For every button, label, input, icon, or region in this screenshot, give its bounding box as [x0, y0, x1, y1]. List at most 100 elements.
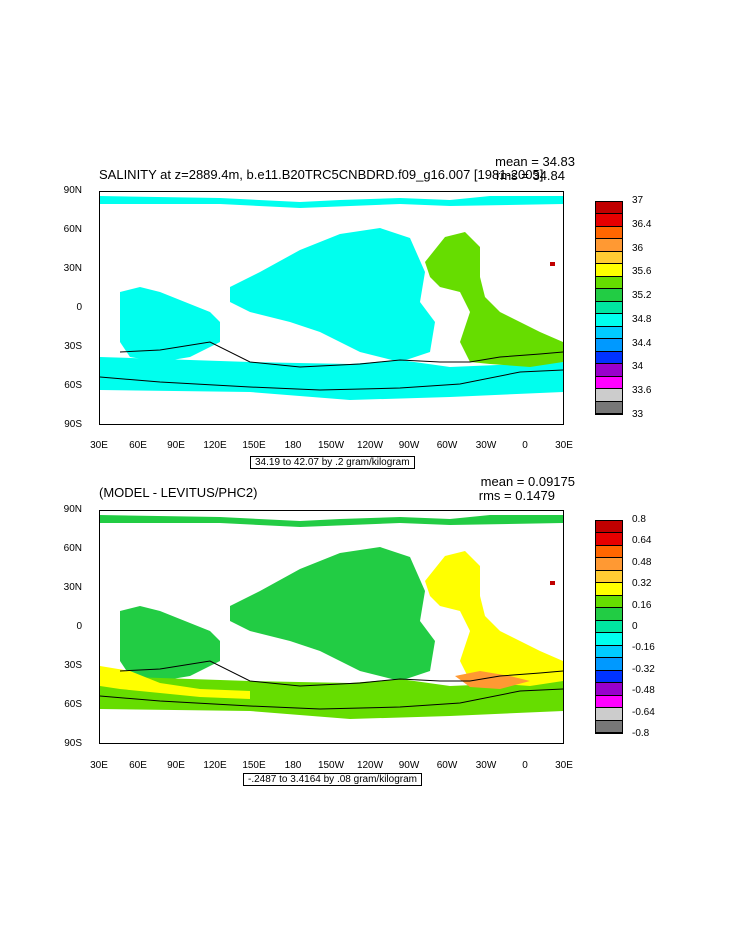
p2-ytick-0: 0 [76, 621, 82, 632]
p2-ytick-30n: 30N [63, 582, 82, 593]
panel1-colorbar-box [596, 264, 622, 277]
p2-ytick-60n: 60N [63, 543, 82, 554]
p1-xtick-8: 90W [398, 440, 420, 451]
p2-xtick-11: 0 [522, 760, 528, 771]
p1-xtick-7: 120W [356, 440, 384, 451]
panel2-colorbar-label: 0.48 [632, 556, 652, 568]
p2-southern [100, 676, 563, 719]
p1-xtick-9: 60W [436, 440, 458, 451]
p1-xtick-2: 90E [167, 440, 185, 451]
p1-xtick-6: 150W [317, 440, 345, 451]
p2-contour-2 [119, 660, 563, 687]
panel1-colorbar-label: 35.6 [632, 266, 652, 278]
p1-xtick-4: 150E [242, 440, 266, 451]
panel1-rms: rms = 34.84 [495, 168, 565, 183]
p2-xtick-2: 90E [167, 760, 185, 771]
panel1-colorbar-box [596, 389, 622, 402]
panel1-colorbar-box [596, 276, 622, 290]
p2-xtick-7: 120W [356, 760, 384, 771]
panel1-colorbar-box [596, 314, 622, 327]
panel2-rms: rms = 0.1479 [478, 488, 555, 503]
panel2-colorbar-label: -0.32 [632, 663, 655, 675]
panel1-colorbar-box [596, 202, 622, 215]
panel1-colorbar-box [596, 251, 622, 265]
p2-xtick-9: 60W [436, 760, 458, 771]
panel1-colorbar-box [596, 326, 622, 340]
panel2-colorbar-label: 0.32 [632, 578, 652, 590]
panel2-colorbar-box [596, 695, 622, 709]
p2-xtick-8: 90W [398, 760, 420, 771]
p2-indian [120, 606, 220, 681]
p2-xtick-12: 30E [555, 760, 573, 771]
panel2-colorbar-box [596, 608, 622, 621]
panel2-colorbar-box [596, 645, 622, 659]
p2-xtick-0: 30E [90, 760, 108, 771]
p2-indian-yellow [100, 666, 250, 699]
p2-xtick-4: 150E [242, 760, 266, 771]
panel2-colorbar-box [596, 670, 622, 684]
panel2-colorbar-label: -0.48 [632, 685, 655, 697]
p1-ytick-30s: 30S [64, 341, 82, 352]
panel2-colorbar-label: 0.16 [632, 599, 652, 611]
p2-xtick-1: 60E [129, 760, 147, 771]
p1-atlantic [425, 232, 563, 367]
panel2-colorbar-box [596, 708, 622, 721]
p1-contour-label: 34.19 to 42.07 by .2 gram/kilogram [250, 456, 415, 469]
p2-ytick-90n: 90N [63, 504, 82, 515]
panel1-colorbar-box [596, 214, 622, 227]
panel1-colorbar-label: 36 [632, 242, 644, 254]
p1-xtick-0: 30E [90, 440, 108, 451]
difference-map-svg [100, 515, 563, 719]
p2-atlantic [425, 551, 563, 686]
p2-arctic [100, 515, 563, 527]
p2-ytick-30s: 30S [64, 660, 82, 671]
p1-southern [100, 357, 563, 400]
salinity-map [99, 191, 564, 425]
panel2-colorbar-label: 0 [632, 621, 638, 632]
panel2-colorbar-box [596, 545, 622, 559]
p2-pacific [230, 547, 435, 681]
panel1-colorbar-label: 34.4 [632, 337, 652, 349]
panel1-colorbar-label: 34.8 [632, 313, 652, 325]
panel1-colorbar-box [596, 376, 622, 390]
panel1-colorbar-label: 37 [632, 195, 644, 206]
p2-xtick-10: 30W [475, 760, 497, 771]
panel2-colorbar-box [596, 521, 622, 534]
panel1-colorbar-label: 35.2 [632, 290, 652, 302]
panel1-colorbar-label: 33 [632, 409, 644, 420]
difference-map [99, 510, 564, 744]
panel1-colorbar-box [596, 401, 622, 414]
p1-xtick-12: 30E [555, 440, 573, 451]
panel2-mean: mean = 0.09175 [480, 474, 575, 489]
panel1-mean: mean = 34.83 [495, 154, 575, 169]
panel1-colorbar-box [596, 301, 622, 315]
panel2-colorbar-label: -0.8 [632, 728, 650, 739]
p1-ytick-60n: 60N [63, 224, 82, 235]
panel1-colorbar-box [596, 226, 622, 240]
p1-xtick-1: 60E [129, 440, 147, 451]
panel1-colorbar-box [596, 239, 622, 252]
panel1-colorbar-box [596, 339, 622, 352]
p1-ytick-90n: 90N [63, 185, 82, 196]
p2-ytick-60s: 60S [64, 699, 82, 710]
panel2-colorbar-box [596, 683, 622, 696]
p2-contour-1 [100, 688, 563, 710]
p1-pacific [230, 228, 435, 362]
p2-atlantic-orange [455, 671, 530, 689]
panel1-colorbar-box [596, 289, 622, 302]
panel2-colorbar-box [596, 558, 622, 571]
p1-contour-2 [119, 341, 563, 368]
panel1-colorbar-label: 34 [632, 361, 644, 373]
panel1-colorbar-label: 36.4 [632, 218, 652, 230]
panel1-title: SALINITY at z=2889.4m, b.e11.B20TRC5CNBD… [99, 167, 544, 182]
p1-xtick-10: 30W [475, 440, 497, 451]
p1-xtick-5: 180 [284, 440, 302, 451]
p1-colorbar [595, 201, 623, 415]
panel2-colorbar-label: -0.64 [632, 706, 655, 718]
salinity-map-svg [100, 196, 563, 400]
p1-arctic [100, 196, 563, 208]
p1-ytick-90s: 90S [64, 419, 82, 430]
p1-xtick-3: 120E [203, 440, 227, 451]
p1-ytick-60s: 60S [64, 380, 82, 391]
p2-contour-label: -.2487 to 3.4164 by .08 gram/kilogram [243, 773, 422, 786]
